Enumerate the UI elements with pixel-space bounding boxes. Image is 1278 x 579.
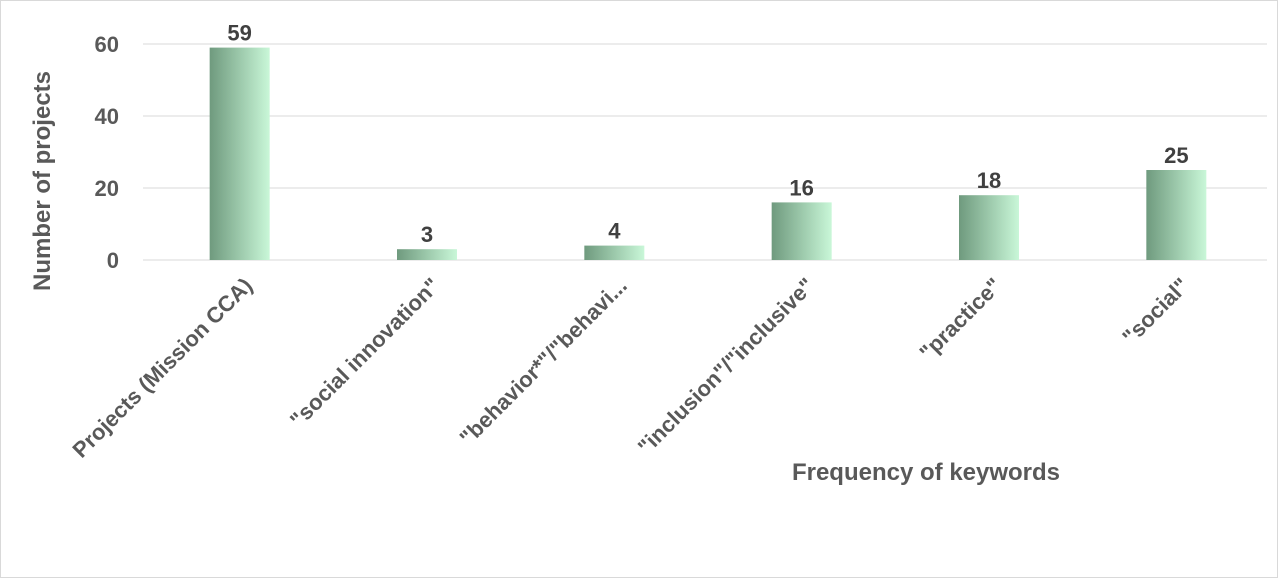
gridlines <box>143 43 1267 261</box>
y-tick-label: 0 <box>107 248 119 273</box>
bar <box>209 47 270 260</box>
bars <box>209 47 1207 260</box>
y-tick-label: 60 <box>95 32 119 57</box>
data-label: 16 <box>789 175 813 200</box>
x-axis-title: Frequency of keywords <box>792 459 1060 486</box>
x-tick-label: "inclusion"/"inclusive" <box>633 273 819 459</box>
x-tick-label: "practice" <box>914 273 1006 365</box>
bar <box>959 195 1019 260</box>
y-axis-title: Number of projects <box>29 71 56 291</box>
y-tick-label: 20 <box>95 176 119 201</box>
bar <box>771 202 832 260</box>
data-label: 59 <box>227 21 251 46</box>
data-label: 18 <box>977 168 1001 193</box>
x-tick-label: "behavior*"/"behavi... <box>455 273 632 450</box>
x-axis-categories: Projects (Mission CCA) "social innovation… <box>68 273 1194 463</box>
bar <box>584 245 645 260</box>
y-axis-ticks: 0 20 40 60 <box>95 32 119 273</box>
data-label: 25 <box>1164 143 1188 168</box>
y-tick-label: 40 <box>95 104 119 129</box>
bar <box>397 249 457 260</box>
data-label: 3 <box>421 222 433 247</box>
bar <box>1146 170 1207 260</box>
x-tick-label: Projects (Mission CCA) <box>68 273 258 463</box>
data-label: 4 <box>608 219 621 244</box>
x-tick-label: "social" <box>1117 273 1194 350</box>
x-tick-label: "social innovation" <box>285 273 444 432</box>
data-labels: 59 3 4 16 18 25 <box>227 21 1188 248</box>
